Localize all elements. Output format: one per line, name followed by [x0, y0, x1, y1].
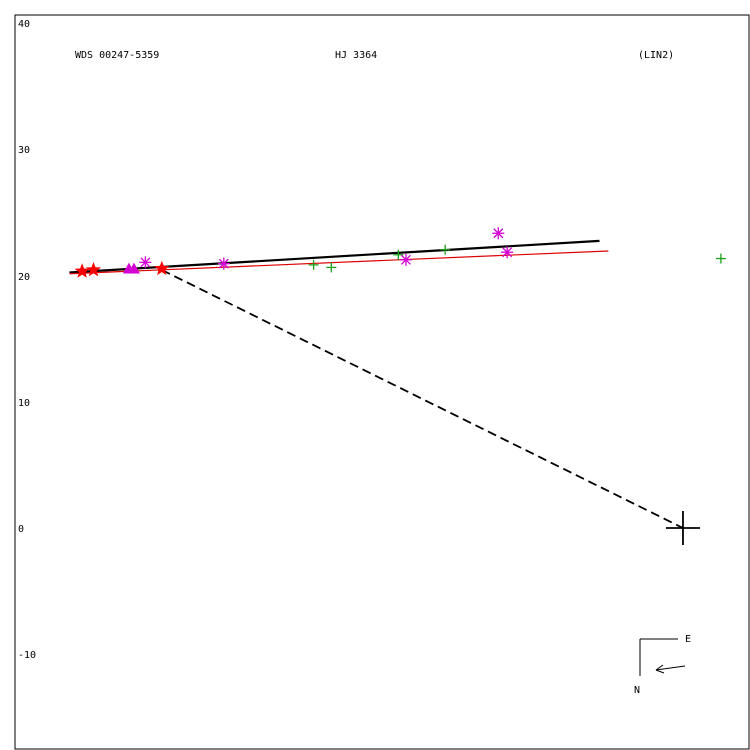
compass-rose: E N — [634, 634, 691, 696]
asterisk-marker — [139, 256, 152, 269]
plus-marker — [393, 249, 404, 260]
data-markers — [74, 227, 726, 545]
separation-line — [161, 269, 684, 529]
y-tick-labels: 40 30 20 10 0 -10 — [18, 19, 36, 661]
y-tick-label: -10 — [18, 650, 36, 661]
star-marker — [85, 261, 102, 277]
y-tick-label: 40 — [18, 19, 30, 30]
primary-star-marker — [665, 511, 700, 545]
asterisk-marker — [501, 246, 514, 259]
asterisk-marker — [492, 227, 505, 240]
fit-lines — [69, 239, 684, 529]
y-tick-label: 10 — [18, 398, 30, 409]
asterisk-marker — [217, 257, 230, 270]
triangle-marker — [127, 262, 140, 274]
y-tick-label: 30 — [18, 145, 30, 156]
y-tick-label: 20 — [18, 272, 30, 283]
star-marker — [154, 260, 170, 276]
plus-marker — [715, 253, 726, 264]
asterisk-marker — [399, 253, 412, 266]
plot-frame — [14, 14, 750, 750]
y-tick-label: 0 — [18, 524, 24, 535]
motion-arrow-icon — [655, 664, 686, 674]
grade-label: (LIN2) — [638, 50, 674, 61]
wds-id-label: WDS 00247-5359 — [75, 50, 159, 61]
compass-east-label: E — [685, 634, 691, 645]
compass-north-label: N — [634, 685, 640, 696]
plus-marker — [440, 244, 451, 255]
plus-marker — [326, 262, 337, 273]
plus-marker — [308, 259, 319, 270]
star-marker — [74, 263, 90, 278]
designation-label: HJ 3364 — [335, 50, 377, 61]
